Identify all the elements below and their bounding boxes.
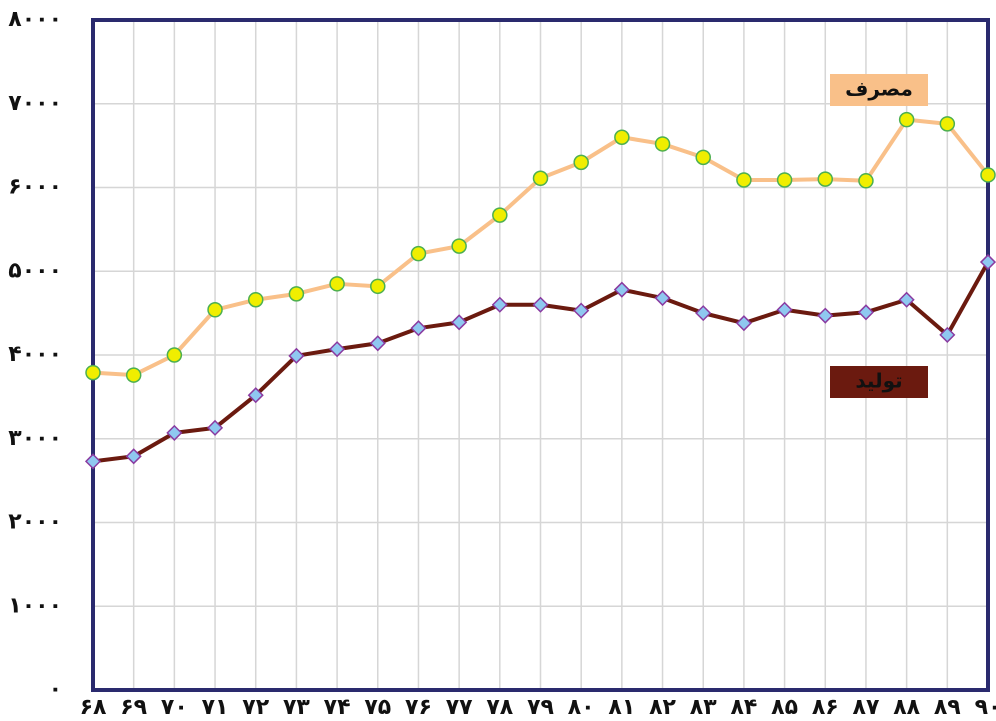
x-tick-label: ۷۲ xyxy=(242,695,269,720)
marker xyxy=(329,276,345,292)
x-tick-label: ۷۳ xyxy=(283,695,310,720)
marker xyxy=(370,278,386,295)
marker xyxy=(410,245,427,262)
marker xyxy=(125,448,142,465)
marker xyxy=(288,347,305,364)
marker xyxy=(492,207,508,223)
marker xyxy=(410,320,427,337)
marker xyxy=(776,172,793,188)
x-tick-label: ۷۸ xyxy=(486,695,513,720)
marker xyxy=(207,302,223,318)
y-tick-label: ۲۰۰۰ xyxy=(8,510,62,535)
marker xyxy=(736,172,752,188)
marker xyxy=(898,291,915,308)
x-tick-label: ۸۷ xyxy=(853,695,880,720)
marker xyxy=(288,286,305,302)
x-tick-label: ۷۱ xyxy=(202,695,229,720)
marker xyxy=(451,238,467,254)
x-tick-label: ۸۸ xyxy=(893,695,920,720)
marker xyxy=(247,291,264,308)
marker xyxy=(166,424,183,441)
y-tick-label: ۰ xyxy=(49,677,62,702)
marker xyxy=(695,305,712,322)
y-tick-label: ۶۰۰۰ xyxy=(8,175,62,200)
x-tick-label: ۷۶ xyxy=(405,695,432,720)
marker xyxy=(84,453,102,470)
marker xyxy=(247,387,264,404)
marker xyxy=(817,171,834,187)
y-tick-label: ۳۰۰۰ xyxy=(8,426,62,451)
marker xyxy=(979,253,996,271)
marker xyxy=(491,296,508,313)
x-tick-label: ۷۵ xyxy=(364,695,391,720)
y-tick-label: ۷۰۰۰ xyxy=(8,91,62,116)
x-tick-label: ۷۰ xyxy=(161,695,188,720)
marker xyxy=(817,307,834,324)
x-tick-label: ۸۴ xyxy=(730,695,757,720)
marker xyxy=(613,281,630,298)
marker xyxy=(898,111,915,128)
legend-label: تولید xyxy=(855,369,902,393)
marker xyxy=(857,304,875,321)
marker xyxy=(369,335,386,352)
x-tick-label: ۸۳ xyxy=(690,695,717,720)
legend-box xyxy=(830,74,928,106)
x-tick-label: ۶۹ xyxy=(120,695,147,720)
marker xyxy=(776,301,793,318)
marker xyxy=(735,315,752,332)
x-tick-label: ۷۷ xyxy=(446,695,473,720)
marker xyxy=(532,170,549,187)
marker xyxy=(654,289,671,307)
x-tick-label: ۸۵ xyxy=(771,695,798,720)
x-tick-label: ۶۸ xyxy=(80,695,107,720)
x-tick-label: ۷۹ xyxy=(527,695,554,720)
y-tick-label: ۸۰۰۰ xyxy=(8,7,62,32)
x-tick-label: ۷۴ xyxy=(324,695,351,720)
marker xyxy=(695,149,711,166)
marker xyxy=(451,314,468,331)
marker xyxy=(939,326,956,343)
x-tick-label: ۸۹ xyxy=(934,695,961,720)
x-tick-label: ۸۰ xyxy=(568,695,595,720)
marker xyxy=(125,367,142,383)
marker xyxy=(166,347,183,363)
marker xyxy=(532,296,549,313)
marker xyxy=(329,341,346,358)
x-tick-label: ۹۰ xyxy=(975,695,996,720)
marker xyxy=(654,136,671,152)
marker xyxy=(980,167,996,183)
y-tick-label: ۴۰۰۰ xyxy=(8,342,62,367)
marker xyxy=(858,173,874,189)
marker xyxy=(939,116,956,132)
x-tick-label: ۸۲ xyxy=(649,695,676,720)
marker xyxy=(614,129,630,145)
x-tick-label: ۸۱ xyxy=(608,695,635,720)
marker xyxy=(85,364,101,381)
y-tick-label: ۱۰۰۰ xyxy=(8,593,62,618)
marker xyxy=(573,154,589,171)
y-tick-label: ۵۰۰۰ xyxy=(8,258,62,283)
plot-frame xyxy=(91,18,990,692)
x-tick-label: ۸۶ xyxy=(812,695,839,720)
marker xyxy=(206,419,224,436)
legend-label: مصرف xyxy=(845,77,913,101)
legend-box xyxy=(830,366,928,398)
marker xyxy=(573,302,590,319)
